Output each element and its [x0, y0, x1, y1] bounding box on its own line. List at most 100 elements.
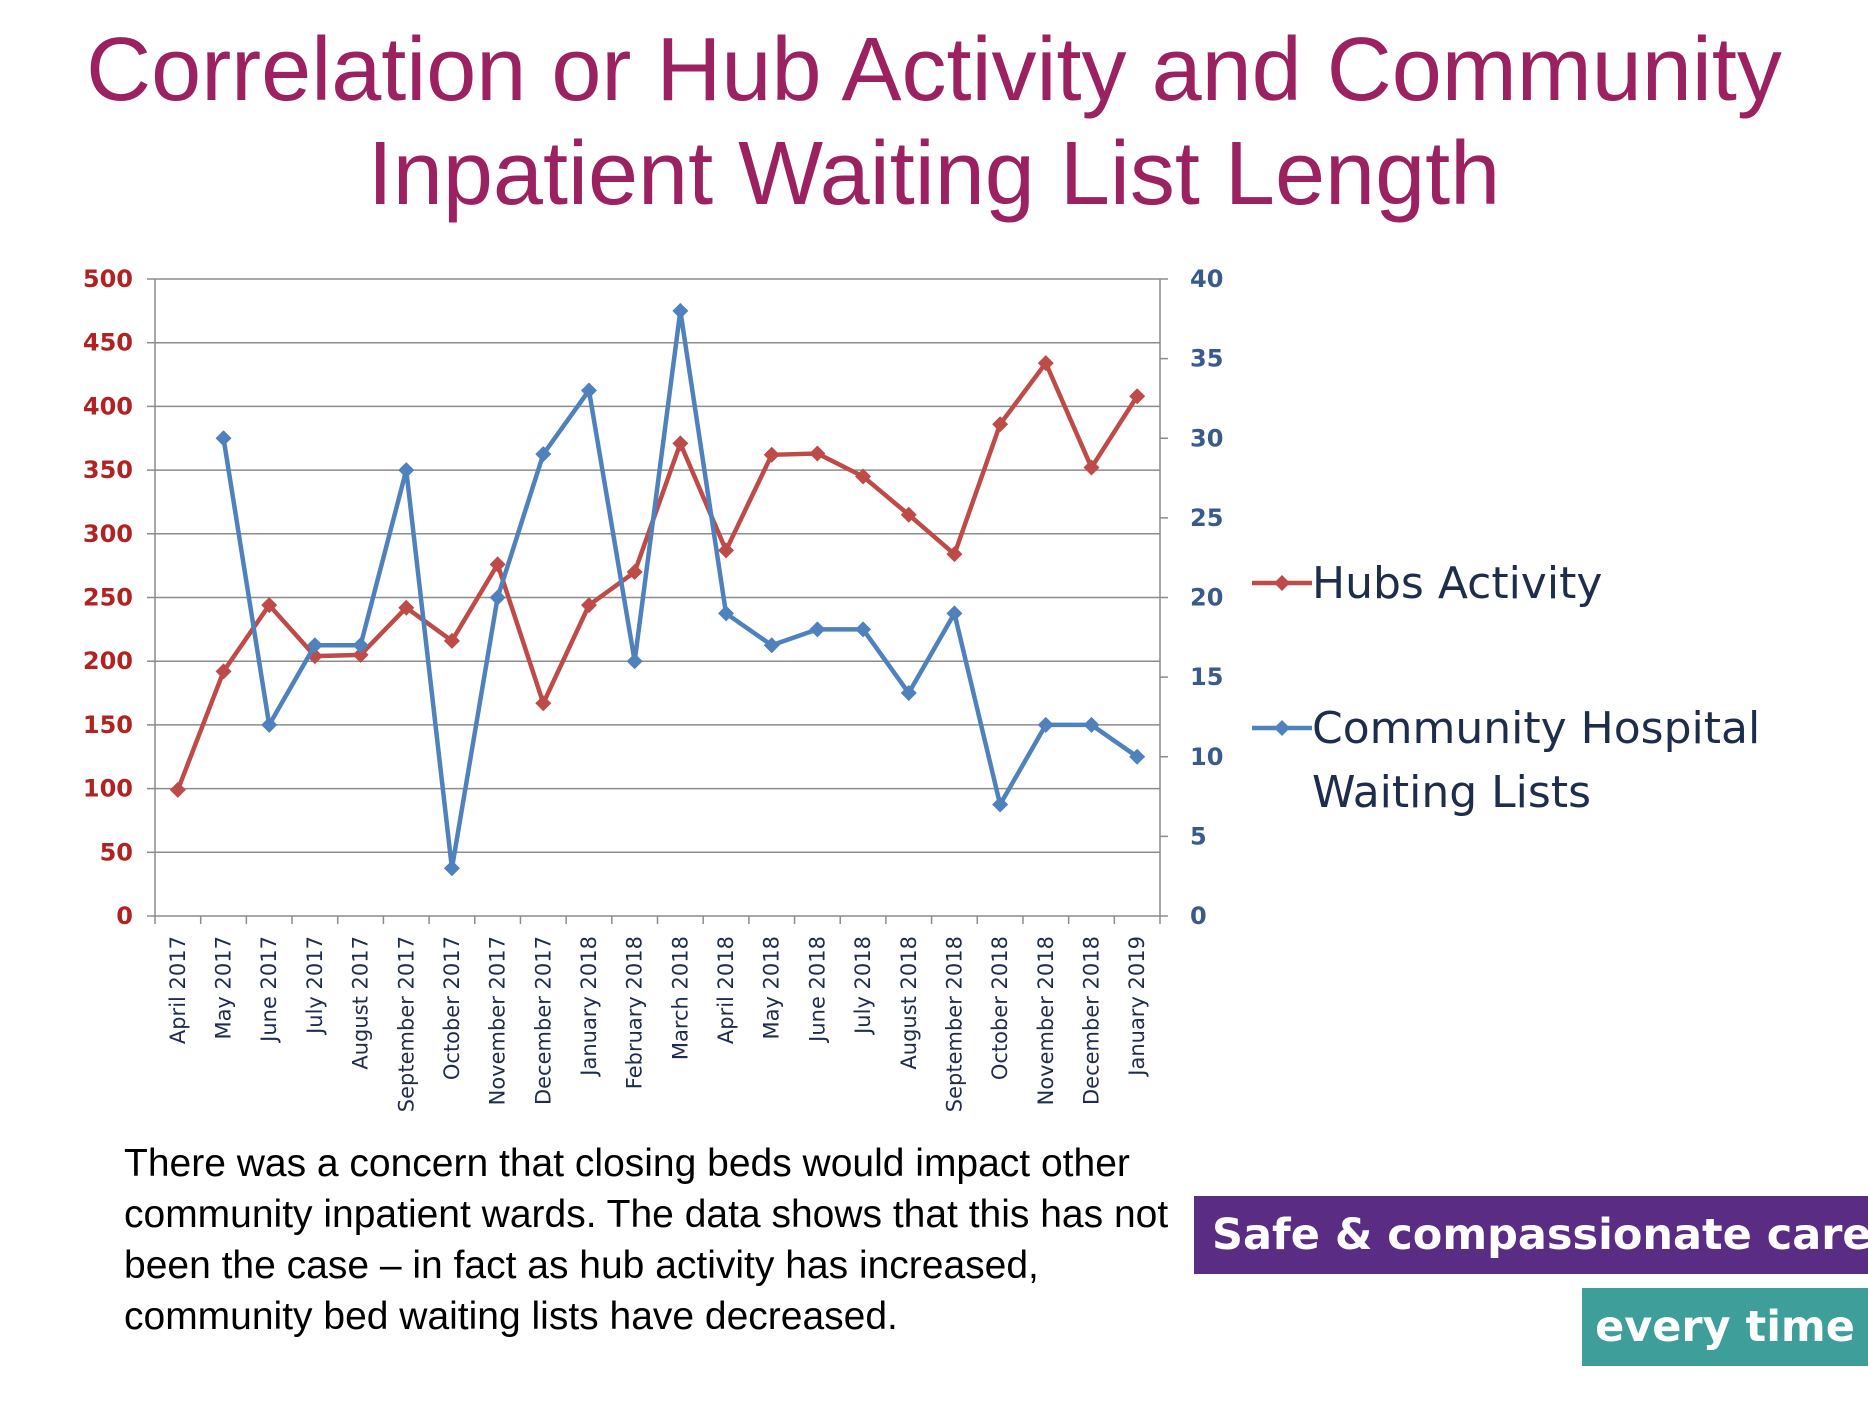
data-point-marker — [352, 637, 369, 654]
data-point-marker — [672, 435, 689, 452]
data-point-marker — [580, 597, 597, 614]
gridlines — [155, 278, 1160, 854]
left-axis-label: 350 — [83, 456, 133, 484]
x-axis-label: March 2018 — [668, 936, 692, 1060]
data-point-marker — [718, 605, 735, 622]
legend-marker — [1274, 575, 1290, 591]
data-point-marker — [215, 663, 232, 680]
data-point-marker — [352, 646, 369, 663]
data-point-marker — [809, 621, 826, 638]
slide-title: Correlation or Hub Activity and Communit… — [0, 18, 1868, 226]
left-axis-label: 250 — [83, 584, 133, 612]
x-axis-label: January 2019 — [1125, 936, 1149, 1078]
x-axis-label: April 2017 — [166, 936, 190, 1044]
x-axis-label: April 2018 — [714, 936, 738, 1044]
left-axis-label: 500 — [83, 265, 133, 293]
data-point-marker — [718, 542, 735, 559]
series — [169, 302, 1146, 877]
x-axis-label: November 2017 — [486, 936, 510, 1105]
data-point-marker — [580, 382, 597, 399]
data-point-marker — [535, 446, 552, 463]
right-axis-label: 25 — [1190, 504, 1223, 532]
left-axis-label: 100 — [83, 775, 133, 803]
data-point-marker — [1083, 459, 1100, 476]
x-axis-label: December 2018 — [1079, 936, 1103, 1105]
data-point-marker — [215, 430, 232, 447]
x-axis-label: July 2018 — [851, 936, 875, 1036]
data-point-marker — [992, 796, 1009, 813]
data-point-marker — [900, 685, 917, 702]
left-axis-label: 300 — [83, 520, 133, 548]
brand-banner-line2: every time — [1582, 1288, 1868, 1366]
data-point-marker — [626, 653, 643, 670]
x-axis-label: October 2018 — [988, 936, 1012, 1080]
data-point-marker — [306, 637, 323, 654]
series-line-0 — [175, 360, 1140, 791]
data-point-marker — [1037, 716, 1054, 733]
left-axis-label: 200 — [83, 647, 133, 675]
right-axis-label: 0 — [1190, 902, 1207, 930]
left-axis-label: 50 — [100, 838, 133, 866]
data-point-marker — [443, 860, 460, 877]
data-point-marker — [398, 599, 415, 616]
data-point-marker — [809, 445, 826, 462]
legend-marker — [1274, 720, 1290, 736]
title-line-1: Correlation or Hub Activity and Communit… — [86, 20, 1782, 120]
data-point-marker — [672, 302, 689, 319]
caption-text: There was a concern that closing beds wo… — [124, 1142, 1169, 1338]
x-axis-label: January 2018 — [577, 936, 601, 1078]
x-axis-label: September 2018 — [942, 936, 966, 1112]
data-point-marker — [261, 716, 278, 733]
axes: 0 50 100 150 200 250 300 350 400 450 500 0 5 10 15 20 25… — [83, 265, 1224, 1112]
right-axis-label: 5 — [1190, 822, 1207, 850]
right-axis-label: 30 — [1190, 424, 1223, 452]
data-point-marker — [535, 695, 552, 712]
data-point-marker — [1037, 355, 1054, 372]
left-axis-label: 400 — [83, 392, 133, 420]
left-axis-label: 150 — [83, 711, 133, 739]
x-axis-label: December 2017 — [531, 936, 555, 1105]
data-point-marker — [946, 605, 963, 622]
x-axis-label: October 2017 — [440, 936, 464, 1080]
right-axis-label: 15 — [1190, 663, 1223, 691]
data-point-marker — [626, 564, 643, 581]
data-point-marker — [946, 546, 963, 563]
data-point-marker — [489, 556, 506, 573]
right-axis-label: 35 — [1190, 345, 1223, 373]
series-line-1 — [221, 308, 1139, 871]
legend: Hubs Activity Community Hospital Waiting L… — [1252, 558, 1760, 818]
left-axis-label: 450 — [83, 329, 133, 357]
legend-label: Community Hospital — [1312, 703, 1760, 754]
x-axis-label: September 2017 — [394, 936, 418, 1112]
data-point-marker — [169, 781, 186, 798]
data-point-marker — [261, 597, 278, 614]
data-point-marker — [855, 468, 872, 485]
data-point-marker — [1083, 716, 1100, 733]
data-point-marker — [763, 446, 780, 463]
x-axis-label: November 2018 — [1034, 936, 1058, 1105]
brand-banner-line1: Safe & compassionate care, — [1194, 1196, 1868, 1274]
x-axis-label: June 2017 — [257, 936, 281, 1044]
data-point-marker — [900, 506, 917, 523]
legend-label: Waiting Lists — [1312, 767, 1591, 818]
data-point-marker — [443, 632, 460, 649]
x-axis-label: May 2017 — [212, 936, 236, 1040]
data-point-marker — [1129, 388, 1146, 405]
legend-label: Hubs Activity — [1312, 558, 1602, 609]
left-axis-label: 0 — [116, 902, 133, 930]
data-point-marker — [1129, 748, 1146, 765]
data-point-marker — [855, 621, 872, 638]
right-axis-label: 10 — [1190, 743, 1223, 771]
right-axis-label: 20 — [1190, 584, 1223, 612]
data-point-marker — [763, 637, 780, 654]
x-axis-label: July 2017 — [303, 936, 327, 1036]
x-axis-label: May 2018 — [760, 936, 784, 1040]
data-point-marker — [489, 589, 506, 606]
right-axis-label: 40 — [1190, 265, 1223, 293]
x-axis-label: August 2017 — [349, 936, 373, 1070]
title-line-2: Inpatient Waiting List Length — [367, 124, 1501, 224]
x-axis-label: June 2018 — [805, 936, 829, 1044]
data-point-marker — [992, 416, 1009, 433]
x-axis-label: February 2018 — [623, 936, 647, 1089]
